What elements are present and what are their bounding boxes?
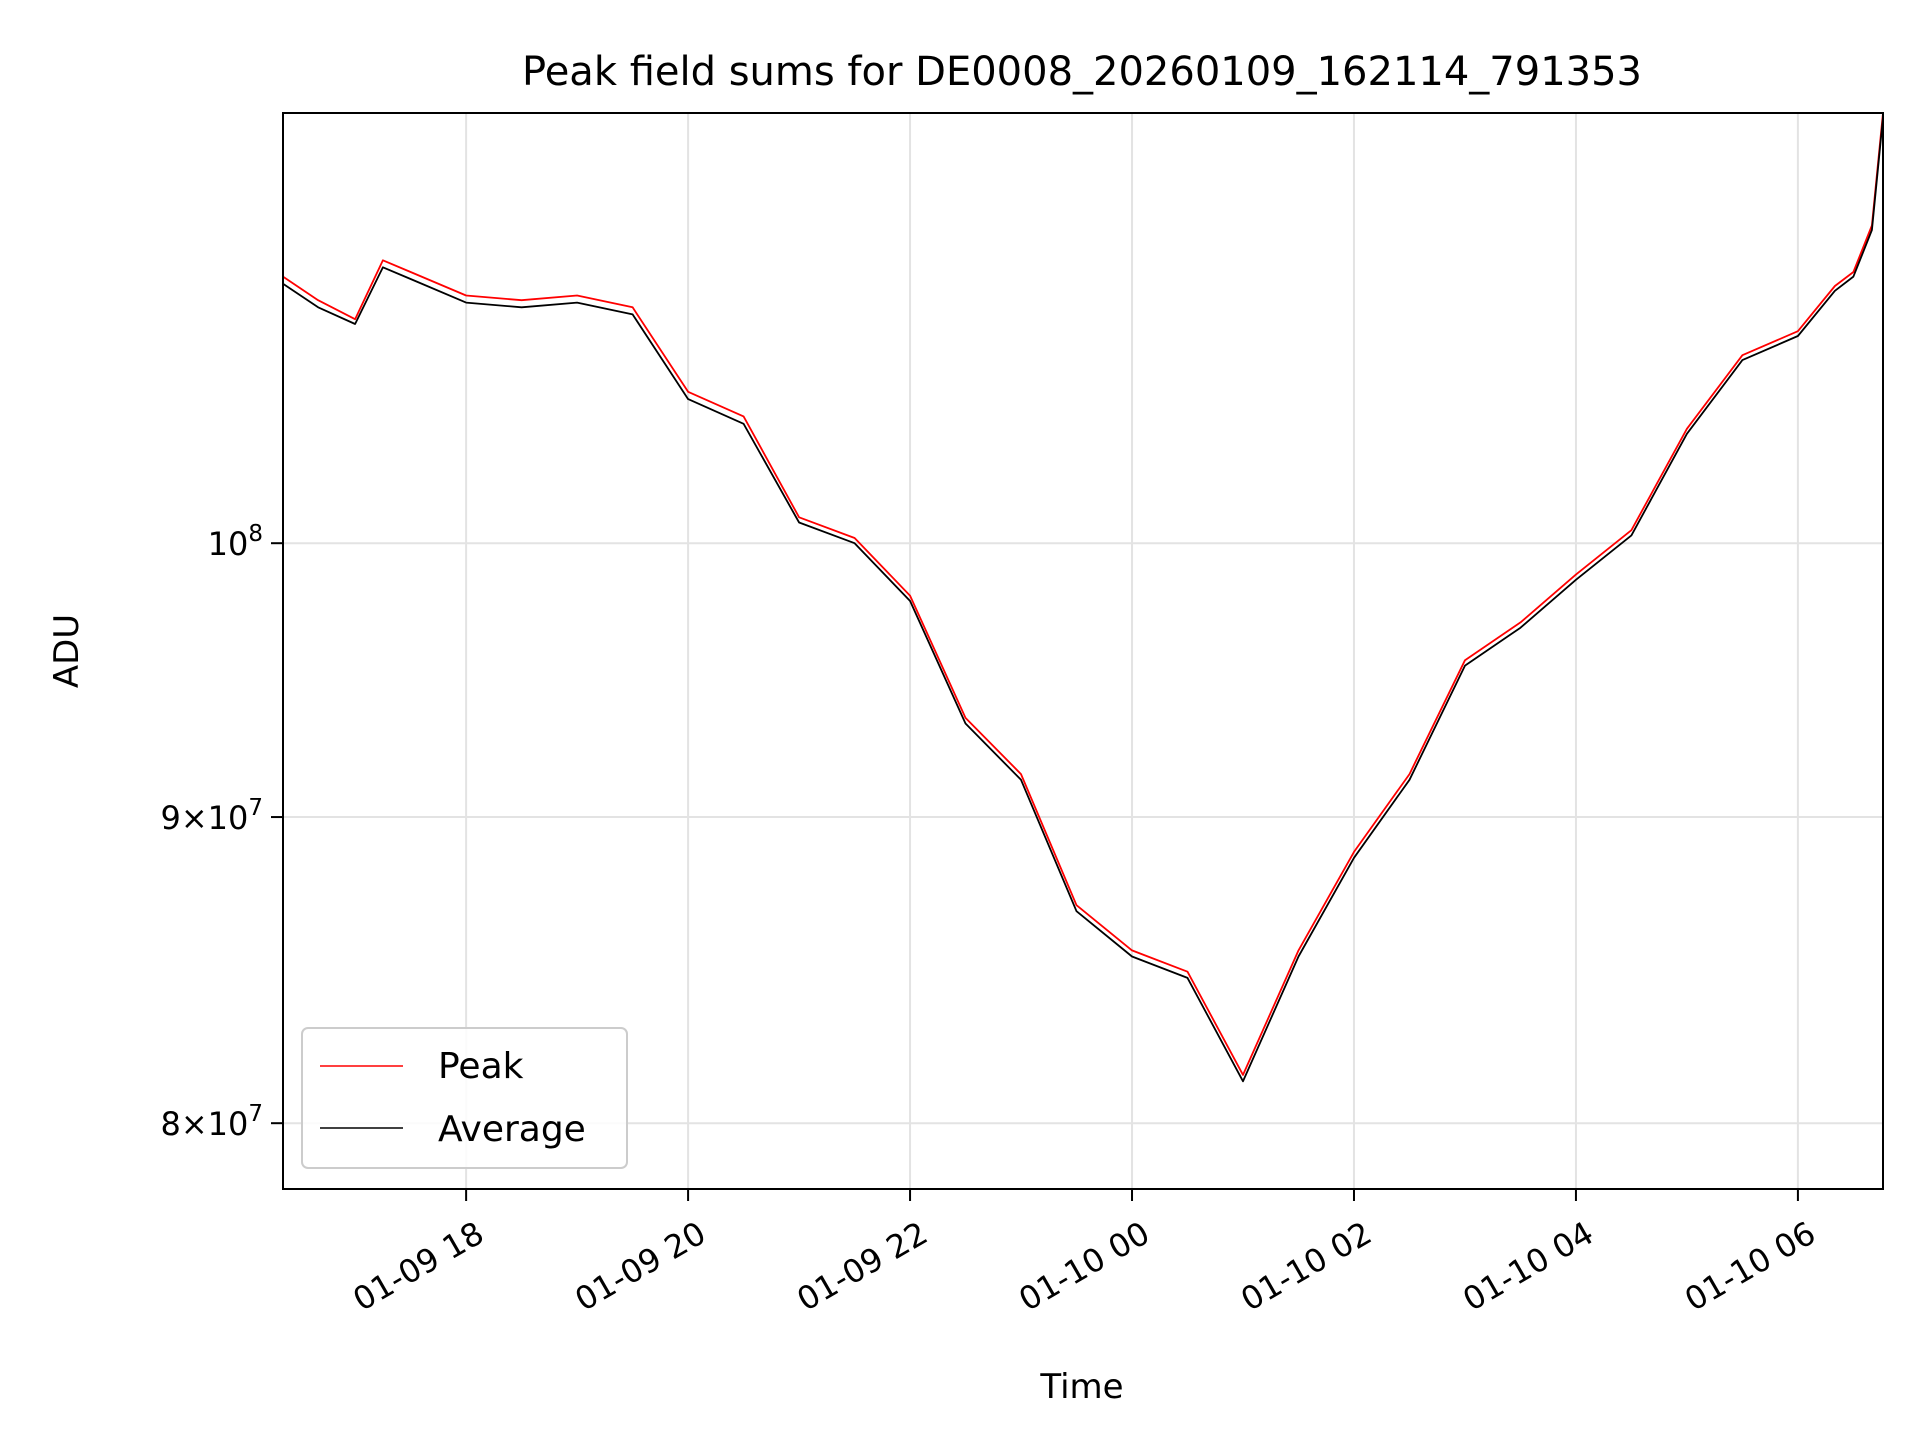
y-tick-base: 10 xyxy=(208,1105,249,1143)
y-tick-label: 9×107 xyxy=(160,795,263,837)
legend: Peak Average xyxy=(301,1027,628,1169)
x-axis-title: Time xyxy=(1039,1367,1123,1407)
y-tick-exponent: 8 xyxy=(248,521,263,547)
y-axis-title: ADU xyxy=(47,614,87,688)
legend-label-average: Average xyxy=(438,1109,586,1150)
series-layer xyxy=(282,112,1884,1083)
series-line-peak xyxy=(282,112,1884,1076)
y-tick-label: 8×107 xyxy=(160,1101,263,1143)
y-tick-base: 10 xyxy=(208,525,249,563)
plot-frame xyxy=(282,112,1884,1190)
y-tick-times: × xyxy=(181,799,208,837)
y-tick-times: × xyxy=(181,1105,208,1143)
y-tick-base: 10 xyxy=(208,799,249,837)
y-tick-label: 108 xyxy=(208,521,263,563)
y-tick-exponent: 7 xyxy=(248,1101,263,1127)
legend-box xyxy=(301,1027,628,1169)
y-tick-mantissa: 9 xyxy=(160,799,180,837)
series-line-average xyxy=(282,117,1884,1083)
chart-title: Peak field sums for DE0008_20260109_1621… xyxy=(522,49,1642,95)
legend-label-peak: Peak xyxy=(438,1046,524,1087)
y-tick-exponent: 7 xyxy=(248,795,263,821)
y-tick-mantissa: 8 xyxy=(160,1105,180,1143)
